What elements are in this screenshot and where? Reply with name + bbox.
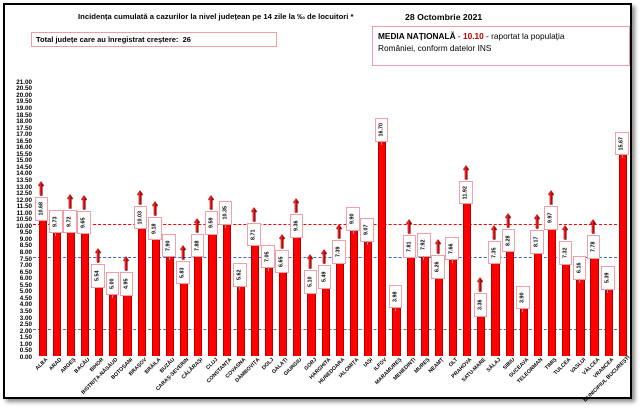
svg-text:7.05: 7.05 [265, 251, 271, 261]
svg-text:5.83: 5.83 [180, 267, 186, 277]
svg-text:5.10: 5.10 [308, 277, 314, 287]
svg-text:5.62: 5.62 [237, 270, 243, 280]
svg-text:9.65: 9.65 [81, 217, 87, 227]
svg-text:9.07: 9.07 [364, 225, 370, 235]
svg-text:7.39: 7.39 [336, 247, 342, 257]
svg-text:6.65: 6.65 [279, 256, 285, 266]
svg-text:15.67: 15.67 [619, 137, 625, 150]
svg-text:4.95: 4.95 [124, 279, 130, 289]
svg-text:7.81: 7.81 [407, 241, 413, 251]
svg-text:7.35: 7.35 [492, 247, 498, 257]
svg-text:7.88: 7.88 [194, 240, 200, 250]
svg-text:3.98: 3.98 [392, 291, 398, 301]
svg-text:6.26: 6.26 [435, 262, 441, 272]
svg-text:9.72: 9.72 [67, 216, 73, 226]
svg-text:6.16: 6.16 [576, 263, 582, 273]
svg-text:5.39: 5.39 [605, 273, 611, 283]
svg-text:9.59: 9.59 [208, 218, 214, 228]
svg-text:8.28: 8.28 [506, 235, 512, 245]
svg-text:7.92: 7.92 [421, 240, 427, 250]
svg-text:7.90: 7.90 [166, 240, 172, 250]
svg-text:10.03: 10.03 [138, 211, 144, 224]
svg-text:5.00: 5.00 [109, 278, 115, 288]
svg-text:5.54: 5.54 [95, 271, 101, 281]
svg-text:9.90: 9.90 [350, 214, 356, 224]
svg-text:10.35: 10.35 [223, 206, 229, 219]
svg-text:10.68: 10.68 [39, 202, 45, 215]
svg-text:7.66: 7.66 [449, 243, 455, 253]
svg-text:3.90: 3.90 [520, 292, 526, 302]
svg-text:7.32: 7.32 [562, 248, 568, 258]
svg-text:9.36: 9.36 [293, 221, 299, 231]
svg-text:11.92: 11.92 [463, 186, 469, 199]
svg-text:9.73: 9.73 [53, 216, 59, 226]
svg-text:16.70: 16.70 [378, 123, 384, 136]
svg-text:7.78: 7.78 [591, 242, 597, 252]
svg-text:9.18: 9.18 [152, 223, 158, 233]
svg-text:8.17: 8.17 [534, 237, 540, 247]
svg-text:9.97: 9.97 [548, 213, 554, 223]
svg-text:3.36: 3.36 [477, 300, 483, 310]
svg-text:5.49: 5.49 [322, 272, 328, 282]
svg-text:8.71: 8.71 [251, 229, 257, 239]
